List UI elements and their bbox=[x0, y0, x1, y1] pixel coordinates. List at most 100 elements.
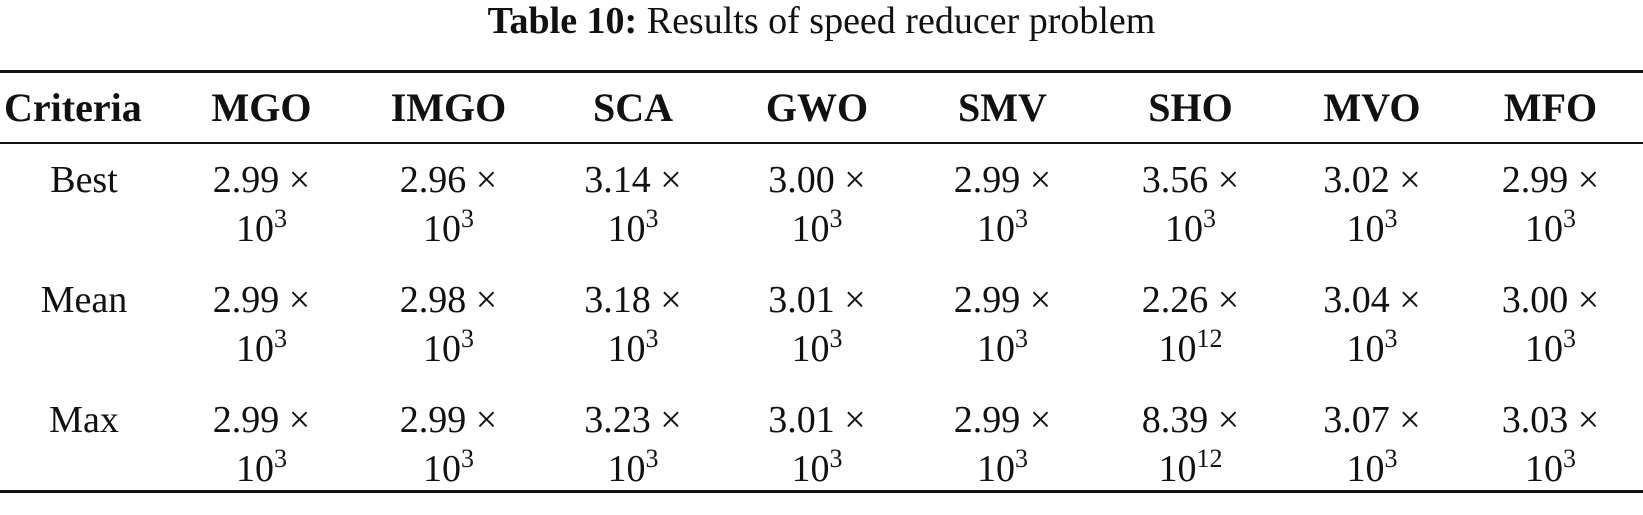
cell-base: 10 bbox=[791, 448, 830, 490]
cell-mantissa: 2.96 × bbox=[399, 159, 498, 201]
cell-mantissa: 3.18 × bbox=[584, 279, 682, 321]
cell-base: 10 bbox=[423, 208, 461, 250]
cell-base: 10 bbox=[1158, 328, 1197, 370]
cell-exponent: 3 bbox=[645, 444, 659, 473]
cell-base: 10 bbox=[977, 448, 1015, 490]
cell-mantissa: 3.00 × bbox=[768, 159, 866, 201]
cell-base: 10 bbox=[1165, 208, 1203, 250]
cell-base: 10 bbox=[1346, 208, 1385, 250]
cell-base: 10 bbox=[236, 328, 274, 370]
cell-exponent: 3 bbox=[1015, 204, 1028, 233]
cell-mantissa: 2.99 × bbox=[212, 279, 311, 321]
row-criteria-label: Mean bbox=[40, 279, 128, 321]
cell-base: 10 bbox=[1158, 448, 1197, 490]
cell-power: 103 bbox=[1458, 324, 1643, 371]
cell-power: 103 bbox=[1286, 324, 1458, 371]
cell-base: 10 bbox=[607, 208, 646, 250]
header-mgo: MGO bbox=[211, 85, 312, 130]
table-header-rule bbox=[0, 142, 1643, 144]
cell-base: 10 bbox=[1346, 328, 1385, 370]
table-cell: 2.99 × 103 bbox=[910, 263, 1095, 383]
cell-mantissa: 2.99 × bbox=[399, 399, 498, 441]
cell-power: 103 bbox=[542, 444, 724, 491]
cell-exponent: 3 bbox=[274, 444, 287, 473]
cell-power: 103 bbox=[355, 324, 542, 371]
table-cell: 3.00 × 103 bbox=[1458, 263, 1643, 383]
cell-mantissa: 2.99 × bbox=[953, 399, 1052, 441]
cell-exponent: 3 bbox=[829, 324, 843, 353]
header-gwo: GWO bbox=[765, 85, 869, 130]
cell-base: 10 bbox=[423, 328, 461, 370]
cell-exponent: 3 bbox=[274, 324, 287, 353]
cell-exponent: 3 bbox=[1563, 324, 1576, 353]
cell-power: 103 bbox=[355, 204, 542, 251]
cell-base: 10 bbox=[236, 208, 274, 250]
cell-power: 103 bbox=[168, 206, 355, 251]
cell-base: 10 bbox=[607, 328, 646, 370]
table-cell: 2.99 × 103 bbox=[1458, 143, 1643, 263]
cell-mantissa: 2.99 × bbox=[212, 399, 311, 441]
cell-mantissa: 3.14 × bbox=[584, 159, 682, 201]
cell-power: 103 bbox=[168, 324, 355, 371]
header-smv: SMV bbox=[958, 85, 1047, 130]
cell-mantissa: 2.26 × bbox=[1141, 279, 1240, 321]
table-cell: 3.14 × 103 bbox=[542, 143, 724, 263]
header-sho: SHO bbox=[1148, 85, 1233, 130]
table-row-max: Max 2.99 × 103 2.99 × 103 3.23 × 103 3.01 × 103 2… bbox=[0, 383, 1643, 503]
table-cell: 2.99 × 103 bbox=[168, 143, 355, 263]
cell-mantissa: 2.98 × bbox=[399, 279, 498, 321]
table-cell: 3.56 × 103 bbox=[1095, 143, 1286, 263]
header-mvo: MVO bbox=[1323, 85, 1421, 130]
cell-exponent: 3 bbox=[461, 204, 474, 233]
table-cell: 3.23 × 103 bbox=[542, 383, 724, 503]
results-table: Criteria MGO IMGO SCA GWO SMV SHO MVO MF… bbox=[0, 73, 1643, 503]
cell-exponent: 3 bbox=[1015, 324, 1028, 353]
cell-mantissa: 3.23 × bbox=[584, 399, 682, 441]
table-header: Criteria MGO IMGO SCA GWO SMV SHO MVO MF… bbox=[0, 73, 1643, 143]
header-sca: SCA bbox=[592, 85, 674, 130]
cell-exponent: 3 bbox=[1563, 444, 1576, 473]
cell-power: 103 bbox=[542, 206, 724, 251]
table-cell: 3.00 × 103 bbox=[724, 143, 910, 263]
cell-exponent: 3 bbox=[1384, 324, 1398, 353]
cell-exponent: 3 bbox=[1015, 444, 1028, 473]
cell-power: 103 bbox=[542, 324, 724, 371]
cell-base: 10 bbox=[977, 208, 1015, 250]
table-cell: 8.39 × 1012 bbox=[1095, 383, 1286, 503]
cell-exponent: 3 bbox=[461, 444, 474, 473]
table-cell: 3.02 × 103 bbox=[1286, 143, 1458, 263]
table-body: Best 2.99 × 103 2.96 × 103 3.14 × 103 3.00 × 103… bbox=[0, 143, 1643, 503]
cell-mantissa: 3.56 × bbox=[1141, 159, 1240, 201]
cell-mantissa: 3.01 × bbox=[768, 279, 866, 321]
cell-mantissa: 3.07 × bbox=[1323, 399, 1421, 441]
table-cell: 3.01 × 103 bbox=[724, 383, 910, 503]
cell-base: 10 bbox=[423, 448, 461, 490]
cell-exponent: 3 bbox=[829, 444, 843, 473]
table-cell: 3.18 × 103 bbox=[542, 263, 724, 383]
table-cell: 3.07 × 103 bbox=[1286, 383, 1458, 503]
cell-power: 103 bbox=[355, 444, 542, 491]
cell-mantissa: 3.02 × bbox=[1323, 159, 1421, 201]
cell-base: 10 bbox=[1525, 448, 1563, 490]
table-cell: 3.03 × 103 bbox=[1458, 383, 1643, 503]
table-cell: 2.26 × 1012 bbox=[1095, 263, 1286, 383]
cell-exponent: 3 bbox=[1203, 204, 1216, 233]
table-cell: 3.04 × 103 bbox=[1286, 263, 1458, 383]
cell-power: 103 bbox=[168, 444, 355, 491]
cell-base: 10 bbox=[607, 448, 646, 490]
cell-power: 103 bbox=[1286, 206, 1458, 251]
cell-exponent: 3 bbox=[1563, 204, 1576, 233]
cell-base: 10 bbox=[1525, 328, 1563, 370]
cell-mantissa: 8.39 × bbox=[1141, 399, 1240, 441]
table-cell: 2.99 × 103 bbox=[910, 143, 1095, 263]
cell-exponent: 3 bbox=[461, 324, 474, 353]
table-cell: 2.99 × 103 bbox=[168, 383, 355, 503]
cell-power: 1012 bbox=[1095, 326, 1286, 371]
cell-base: 10 bbox=[791, 328, 830, 370]
cell-power: 1012 bbox=[1095, 444, 1286, 491]
header-row: Criteria MGO IMGO SCA GWO SMV SHO MVO MF… bbox=[0, 73, 1643, 143]
cell-mantissa: 2.99 × bbox=[212, 159, 311, 201]
cell-power: 103 bbox=[1286, 446, 1458, 491]
cell-exponent: 12 bbox=[1196, 444, 1223, 473]
cell-exponent: 3 bbox=[645, 324, 659, 353]
